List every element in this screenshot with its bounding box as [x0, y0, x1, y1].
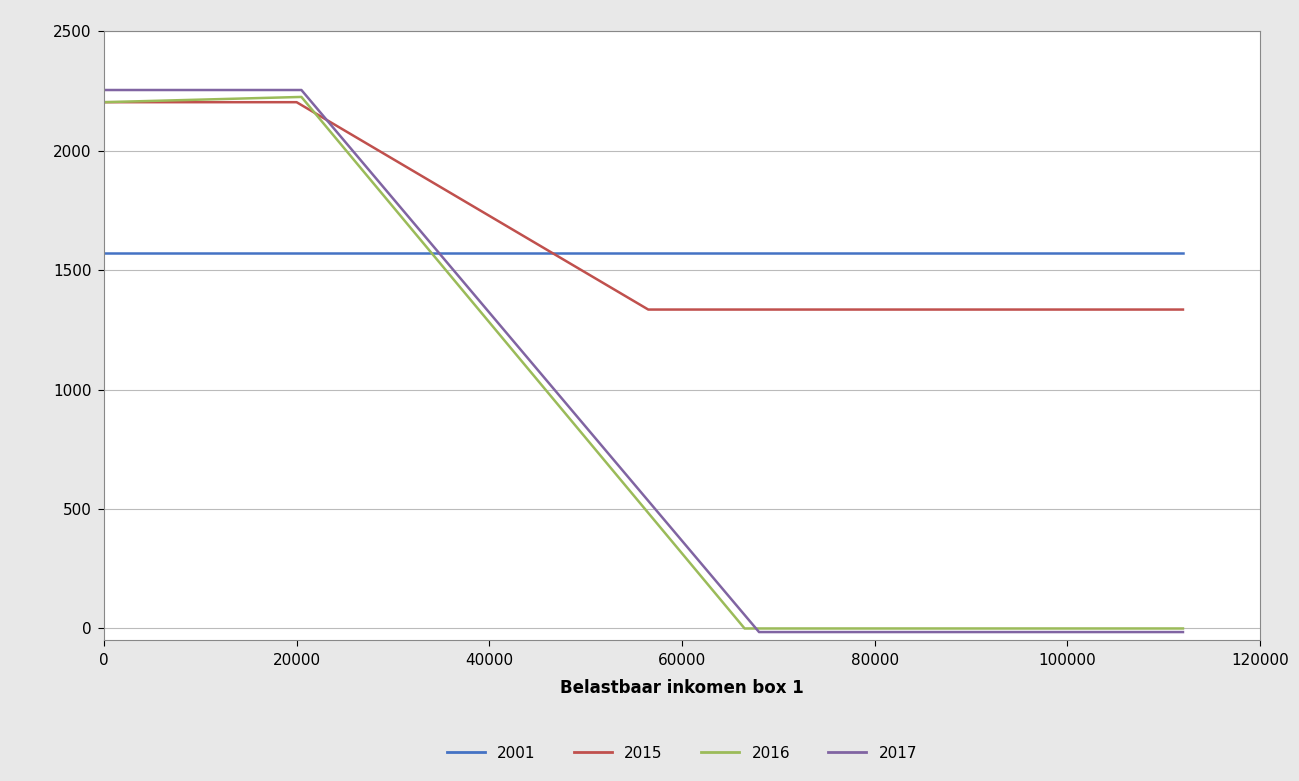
Legend: 2001, 2015, 2016, 2017: 2001, 2015, 2016, 2017 — [440, 740, 924, 767]
X-axis label: Belastbaar inkomen box 1: Belastbaar inkomen box 1 — [560, 679, 804, 697]
